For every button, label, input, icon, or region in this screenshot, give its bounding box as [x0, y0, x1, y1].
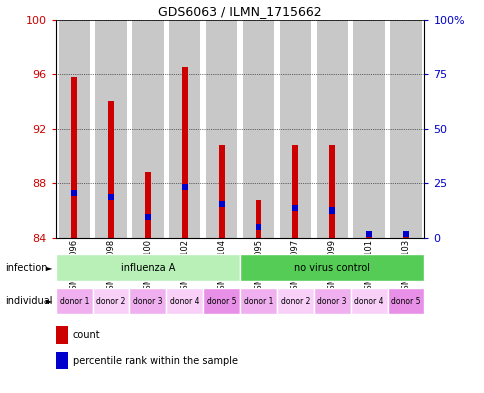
Bar: [108, 194, 114, 200]
Bar: [169, 20, 200, 238]
Bar: [365, 231, 371, 237]
Bar: [255, 224, 261, 230]
Bar: [402, 231, 408, 237]
Text: donor 3: donor 3: [317, 297, 346, 305]
Text: count: count: [73, 330, 100, 340]
Bar: [350, 288, 387, 314]
Bar: [316, 20, 347, 238]
Bar: [218, 145, 224, 238]
Bar: [95, 20, 126, 238]
Bar: [329, 208, 334, 213]
Bar: [59, 20, 90, 238]
Text: donor 5: donor 5: [207, 297, 236, 305]
Text: ►: ►: [46, 263, 53, 272]
Bar: [279, 20, 310, 238]
Bar: [292, 145, 298, 238]
Text: donor 1: donor 1: [60, 297, 89, 305]
Bar: [203, 288, 240, 314]
Bar: [182, 67, 187, 238]
Text: no virus control: no virus control: [294, 263, 369, 273]
Text: donor 5: donor 5: [391, 297, 420, 305]
Bar: [365, 235, 371, 238]
Bar: [132, 20, 163, 238]
Bar: [56, 254, 240, 281]
Bar: [240, 288, 276, 314]
Text: donor 4: donor 4: [354, 297, 383, 305]
Bar: [402, 235, 408, 238]
Bar: [387, 288, 424, 314]
Text: donor 2: donor 2: [96, 297, 125, 305]
Bar: [145, 172, 151, 238]
Text: infection: infection: [5, 263, 47, 273]
Bar: [353, 20, 384, 238]
Bar: [390, 20, 421, 238]
Text: percentile rank within the sample: percentile rank within the sample: [73, 356, 237, 366]
Title: GDS6063 / ILMN_1715662: GDS6063 / ILMN_1715662: [158, 6, 321, 18]
Bar: [92, 288, 129, 314]
Bar: [206, 20, 237, 238]
Text: ►: ►: [46, 297, 53, 305]
Bar: [292, 205, 298, 211]
Bar: [276, 288, 313, 314]
Bar: [255, 200, 261, 238]
Bar: [108, 101, 114, 238]
Bar: [182, 184, 187, 190]
Text: donor 4: donor 4: [170, 297, 199, 305]
Text: donor 1: donor 1: [243, 297, 272, 305]
Bar: [242, 20, 273, 238]
Text: donor 2: donor 2: [280, 297, 309, 305]
Text: donor 3: donor 3: [133, 297, 162, 305]
Bar: [129, 288, 166, 314]
Bar: [313, 288, 350, 314]
Bar: [166, 288, 203, 314]
Text: individual: individual: [5, 296, 52, 306]
Bar: [145, 214, 151, 220]
Text: influenza A: influenza A: [121, 263, 175, 273]
Bar: [71, 190, 77, 196]
Bar: [240, 254, 424, 281]
Bar: [218, 200, 224, 207]
Bar: [71, 77, 77, 238]
Bar: [329, 145, 334, 238]
Bar: [56, 288, 92, 314]
